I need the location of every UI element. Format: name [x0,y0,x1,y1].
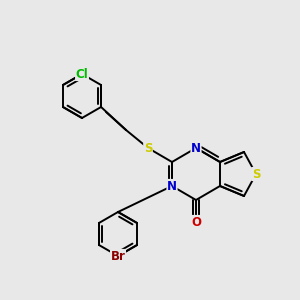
Text: N: N [191,142,201,154]
Text: S: S [144,142,152,154]
Text: Br: Br [111,250,125,262]
Text: O: O [191,215,201,229]
Text: S: S [252,167,260,181]
Text: N: N [167,179,177,193]
Text: Cl: Cl [76,68,88,80]
